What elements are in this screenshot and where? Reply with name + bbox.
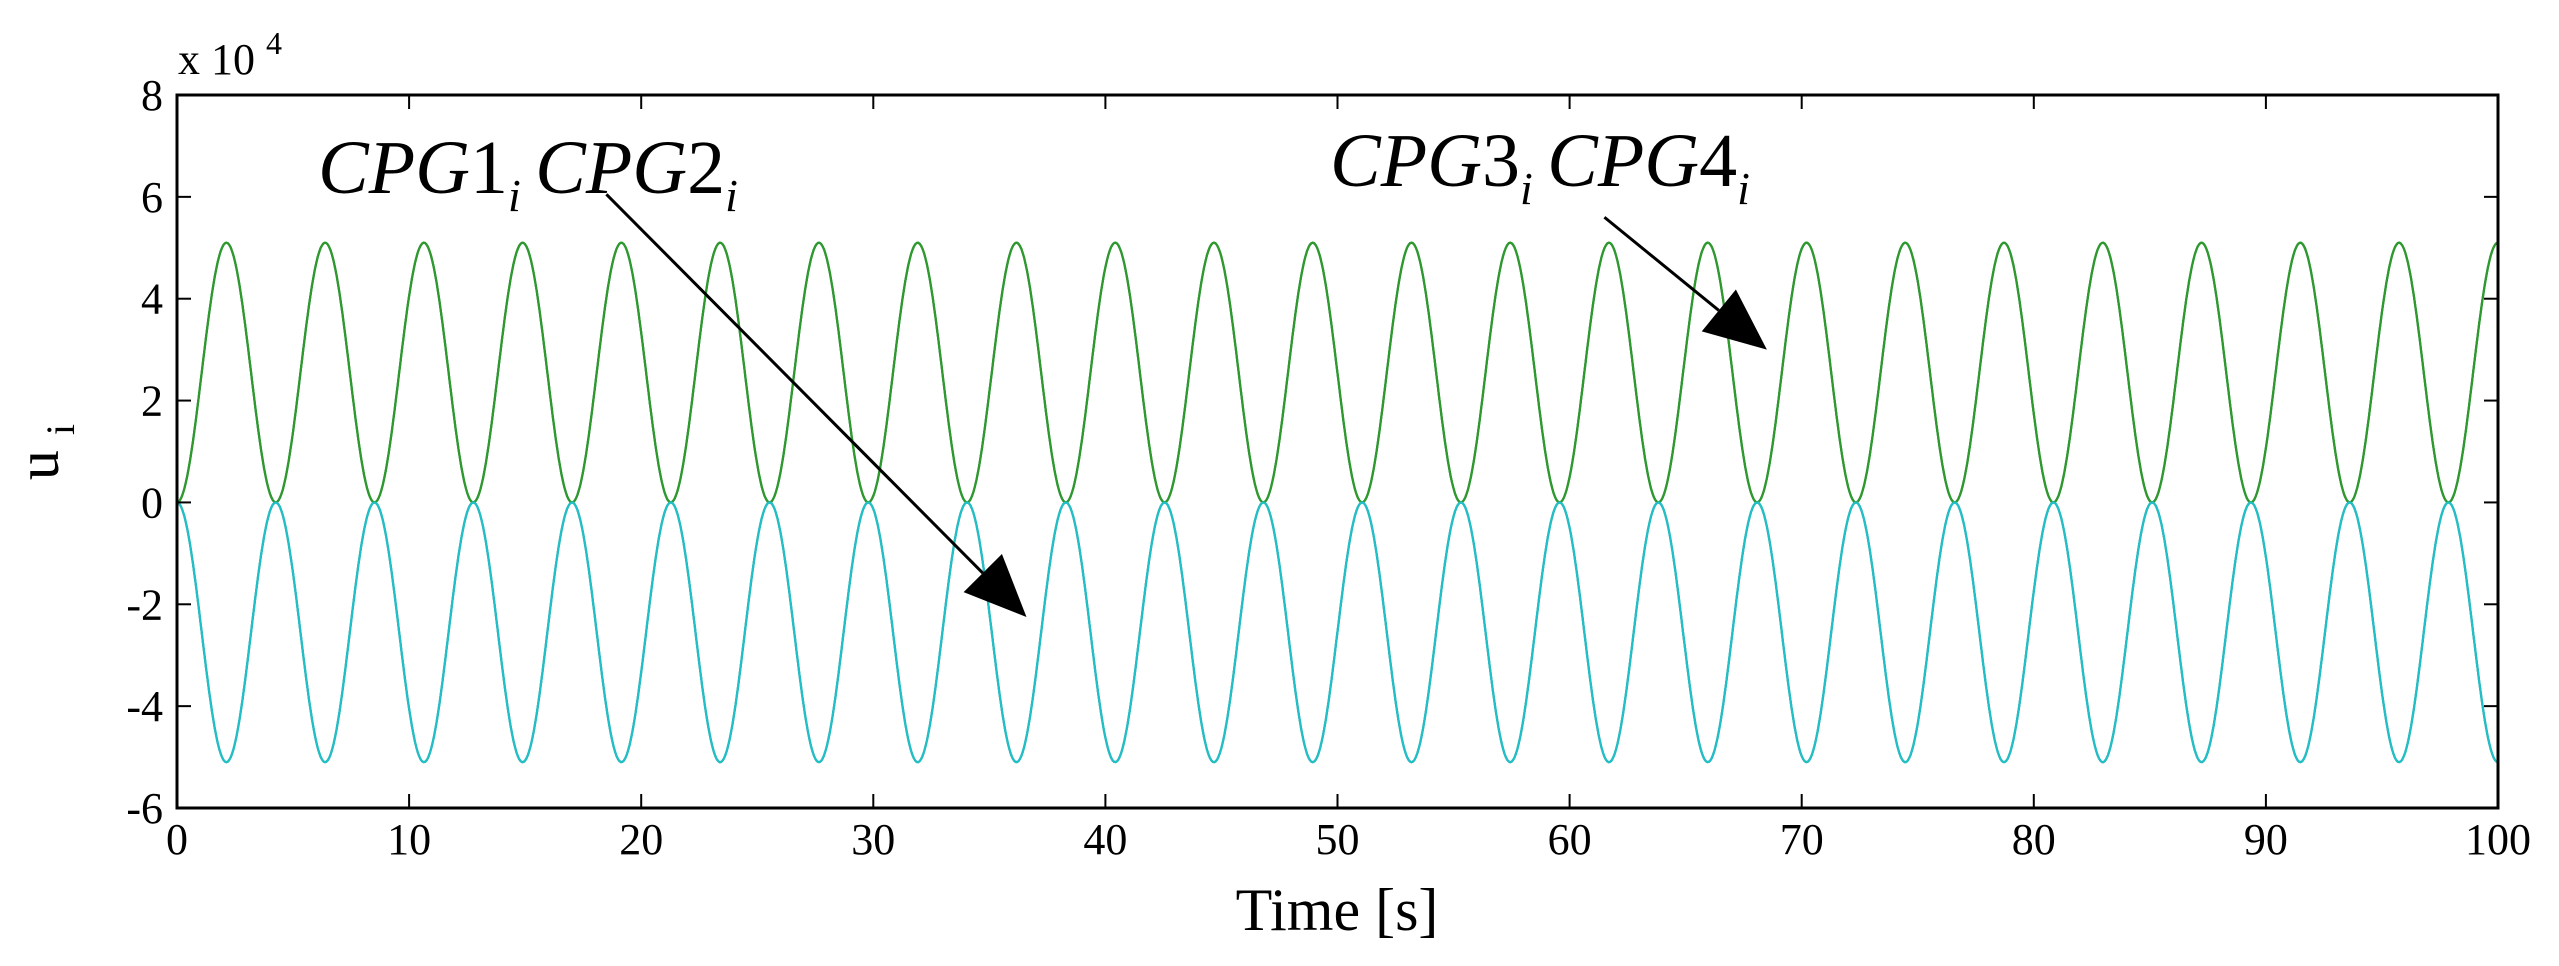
series-line-cpg4-i: [176, 501, 2499, 764]
annotation-arrowhead-cpg-3-4: [1701, 289, 1767, 350]
exponent-power: 4: [266, 25, 282, 61]
y-tick-label: -4: [126, 682, 163, 731]
x-tick-label: 70: [1780, 815, 1824, 864]
series-line-cpg3-i: [176, 241, 2499, 504]
x-tick-label: 80: [2012, 815, 2056, 864]
annotation-layer: CPG1i CPG2i CPG3i CPG4i: [318, 119, 1767, 618]
x-tick-label: 0: [166, 815, 188, 864]
series-layer: [176, 241, 2499, 764]
annotation-label-cpg-3-4: CPG3i CPG4i: [1330, 119, 1756, 214]
y-tick-label: -6: [126, 784, 163, 833]
x-tick-label: 40: [1083, 815, 1127, 864]
y-tick-label: 0: [141, 478, 163, 527]
annotation-arrow-cpg-1-2: [605, 193, 984, 575]
y-tick-label: 8: [141, 71, 163, 120]
exponent-base: x 10: [178, 35, 255, 84]
y-axis-title-main: u: [5, 450, 71, 480]
x-axis-title: Time [s]: [1236, 877, 1439, 943]
x-tick-label: 20: [619, 815, 663, 864]
x-tick-label: 10: [387, 815, 431, 864]
x-tick-label: 30: [851, 815, 895, 864]
y-axis-title: u i: [5, 424, 83, 480]
svg-text:x 10 4: x 10 4: [178, 25, 282, 84]
annotation-arrow-cpg-3-4: [1603, 216, 1720, 312]
y-tick-label: -2: [126, 580, 163, 629]
y-tick-label: 4: [141, 275, 163, 324]
y-tick-label: 2: [141, 377, 163, 426]
y-tick-label: 6: [141, 173, 163, 222]
svg-text:u i: u i: [5, 424, 83, 480]
x-tick-label: 90: [2244, 815, 2288, 864]
x-tick-label: 50: [1316, 815, 1360, 864]
annotation-arrowhead-cpg-1-2: [963, 554, 1027, 618]
x-tick-label: 100: [2465, 815, 2531, 864]
exponent-label: x 10 4: [178, 25, 282, 84]
y-axis-title-sub: i: [38, 424, 83, 435]
tick-layer: 0 10 20 30 40 50 60 70 80 90 100 -6 -4 -2 0 2 4 6 8: [126, 71, 2531, 864]
annotation-label-cpg-1-2: CPG1i CPG2i: [318, 126, 744, 221]
x-tick-label: 60: [1548, 815, 1592, 864]
